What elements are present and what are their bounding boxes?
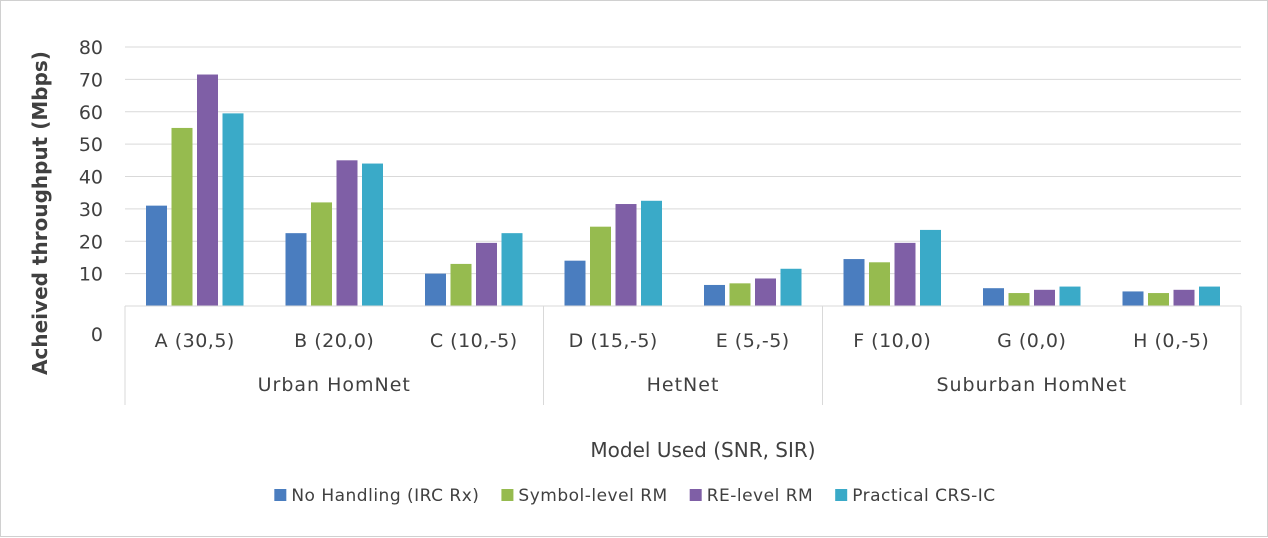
bar [362, 163, 383, 306]
bar [311, 202, 332, 306]
bar [564, 260, 586, 306]
bar [1034, 289, 1055, 306]
bars [146, 74, 1220, 307]
y-tick-label: 30 [79, 199, 103, 221]
axes: 0 10 20 30 40 50 60 70 80 A (30,5) B (20,0) C (10,-… [79, 37, 1242, 405]
category-label: C (10,-5) [430, 330, 518, 352]
legend-label: Practical CRS-IC [852, 486, 995, 506]
bar [197, 74, 218, 306]
bar [476, 242, 497, 306]
bar [1199, 286, 1220, 306]
legend-swatch [274, 489, 287, 501]
bar [755, 278, 776, 306]
bar [1059, 286, 1081, 306]
y-tick-label: 50 [79, 134, 103, 156]
bar [615, 204, 637, 306]
legend-label: Symbol-level RM [518, 486, 667, 506]
group-label: HetNet [647, 374, 720, 396]
bar [869, 262, 890, 306]
bar [641, 200, 662, 306]
bar [1122, 291, 1144, 306]
y-tick-label: 80 [79, 37, 103, 59]
y-tick-label: 0 [91, 324, 103, 346]
bar [729, 283, 751, 306]
bar [983, 288, 1004, 306]
x-axis-title: Model Used (SNR, SIR) [590, 438, 815, 462]
bar [222, 113, 244, 307]
bar [704, 284, 725, 306]
y-axis-title: Acheived throughput (Mbps) [28, 51, 52, 375]
legend-swatch [689, 489, 702, 501]
y-tick-label: 20 [79, 231, 103, 253]
category-label: B (20,0) [294, 330, 374, 352]
legend-label: RE-level RM [707, 486, 814, 506]
category-label: A (30,5) [155, 330, 235, 352]
bar [146, 205, 167, 306]
bar [1173, 289, 1195, 306]
bar [285, 233, 307, 306]
y-tick-label: 60 [79, 102, 103, 124]
y-tick-label: 70 [79, 69, 103, 91]
category-label: H (0,-5) [1133, 330, 1209, 352]
legend-label: No Handling (IRC Rx) [291, 486, 479, 506]
bar [843, 259, 865, 306]
bar [450, 263, 472, 306]
y-tick-label: 10 [79, 264, 103, 286]
bar [171, 127, 193, 306]
bar [501, 233, 523, 306]
category-label: G (0,0) [997, 330, 1066, 352]
bar [894, 242, 916, 306]
y-tick-label: 40 [79, 167, 103, 189]
legend-swatch [835, 489, 848, 501]
group-label: Suburban HomNet [936, 374, 1127, 396]
group-label: Urban HomNet [258, 374, 411, 396]
bar [1148, 293, 1169, 306]
bar [1008, 293, 1030, 306]
category-label: E (5,-5) [716, 330, 790, 352]
bar [590, 226, 611, 306]
bar [920, 229, 941, 306]
bar [336, 160, 358, 306]
legend-swatch [501, 489, 514, 501]
bar [780, 268, 802, 306]
bar [425, 273, 446, 306]
category-label: D (15,-5) [569, 330, 658, 352]
legend: No Handling (IRC Rx) Symbol-level RM RE-le… [274, 486, 995, 506]
category-label: F (10,0) [853, 330, 931, 352]
